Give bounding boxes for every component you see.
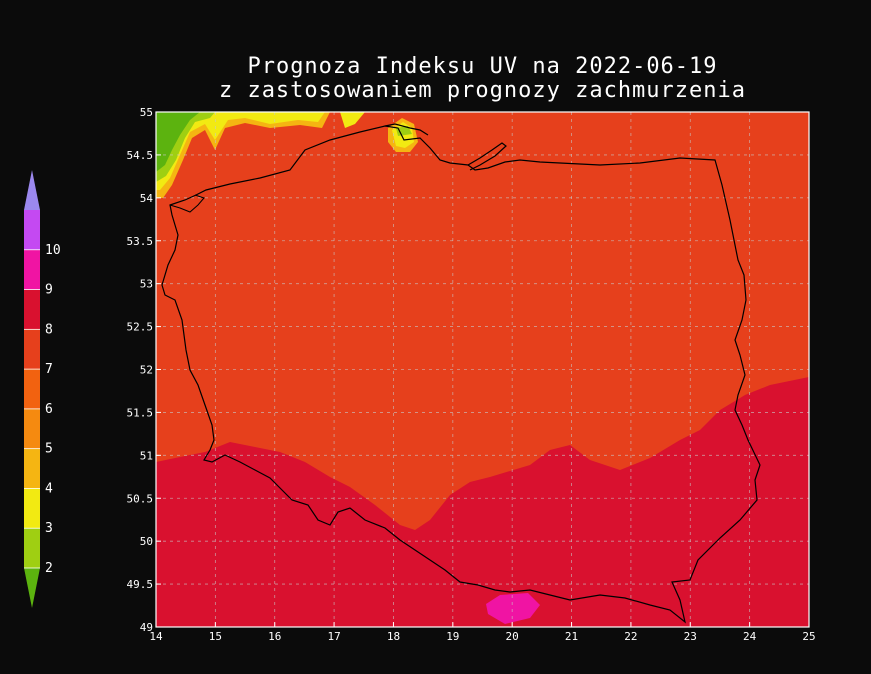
uv-colorbar: 2 3 4 5 6 7 8 9 10 [24, 170, 61, 608]
y-tick-label: 54.5 [127, 149, 154, 162]
poland-border [161, 125, 761, 624]
colorbar-label: 5 [45, 442, 53, 457]
colorbar-segment [24, 528, 40, 568]
uv-region-2 [156, 112, 200, 172]
x-tick-label: 22 [624, 630, 637, 643]
colorbar-segment [24, 210, 40, 250]
colorbar-segment [24, 369, 40, 409]
map-title-line1: Prognoza Indeksu UV na 2022-06-19 [247, 54, 718, 79]
x-tick-label: 25 [802, 630, 815, 643]
colorbar-label: 4 [45, 481, 53, 496]
x-tick-label: 24 [743, 630, 757, 643]
x-axis-ticks: 14 15 16 17 18 19 20 21 22 23 24 25 [149, 622, 816, 643]
colorbar-label: 3 [45, 521, 53, 536]
x-tick-label: 19 [446, 630, 459, 643]
y-tick-label: 51 [140, 449, 153, 462]
x-tick-label: 16 [268, 630, 281, 643]
y-tick-label: 50.5 [127, 492, 154, 505]
uv-region-4-coast-top [340, 112, 365, 128]
colorbar-max-triangle [24, 170, 40, 210]
y-tick-label: 50 [140, 535, 153, 548]
colorbar-segment [24, 408, 40, 449]
colorbar-label: 7 [45, 362, 53, 377]
x-tick-label: 20 [506, 630, 519, 643]
x-tick-label: 18 [387, 630, 400, 643]
colorbar-label: 9 [45, 283, 53, 298]
colorbar-segment [24, 329, 40, 370]
uv-field [156, 112, 809, 627]
y-tick-label: 52.5 [127, 321, 154, 334]
colorbar-segment [24, 488, 40, 529]
x-tick-label: 21 [565, 630, 578, 643]
x-tick-label: 15 [209, 630, 222, 643]
y-tick-label: 52 [140, 364, 153, 377]
colorbar-label: 10 [45, 243, 61, 258]
y-tick-label: 53.5 [127, 235, 154, 248]
colorbar-segment [24, 289, 40, 330]
y-tick-label: 53 [140, 278, 153, 291]
colorbar-segment [24, 448, 40, 489]
uv-region-8 [156, 377, 809, 627]
hel-peninsula [384, 123, 429, 136]
colorbar-label: 2 [45, 561, 53, 576]
x-tick-label: 17 [327, 630, 340, 643]
uv-region-3-hel [396, 126, 412, 136]
y-axis-ticks: 49 49.5 50 50.5 51 51.5 52 52.5 53 53.5 54 54.5 55 [127, 106, 161, 634]
szczecin-lagoon [169, 194, 205, 213]
x-tick-label: 23 [684, 630, 697, 643]
vistula-spit [467, 142, 507, 171]
colorbar-label: 8 [45, 322, 53, 337]
colorbar-min-triangle [24, 568, 40, 608]
y-tick-label: 49 [140, 621, 153, 634]
x-tick-label: 14 [149, 630, 163, 643]
colorbar-label: 6 [45, 402, 53, 417]
map-title-line2: z zastosowaniem prognozy zachmurzenia [218, 78, 747, 103]
y-tick-label: 51.5 [127, 406, 154, 419]
y-tick-label: 54 [140, 192, 154, 205]
lat-lon-grid [156, 112, 809, 627]
uv-region-9 [486, 593, 540, 624]
colorbar-segment [24, 249, 40, 290]
y-tick-label: 55 [140, 106, 153, 119]
y-tick-label: 49.5 [127, 578, 154, 591]
